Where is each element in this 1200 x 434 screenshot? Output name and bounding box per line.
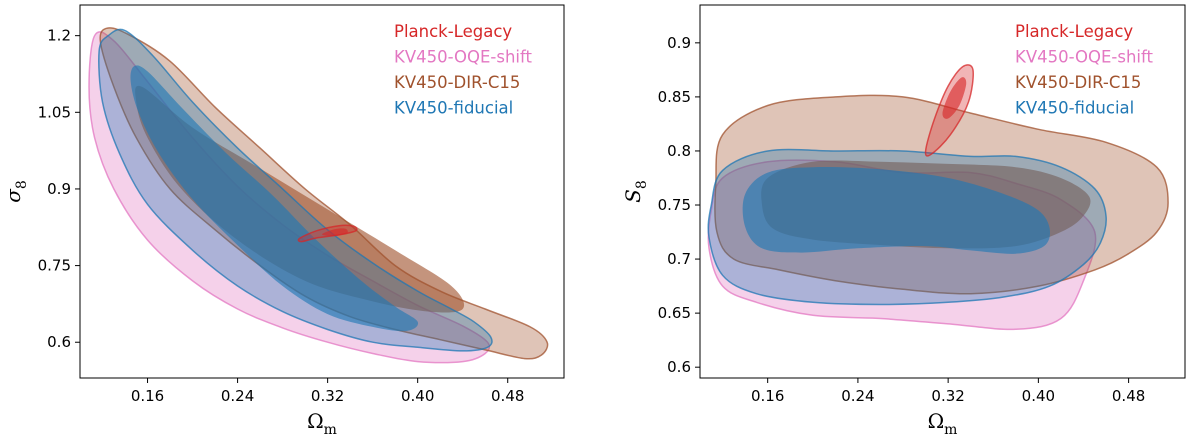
legend-entry-kv450-oqe-shift: KV450-OQE-shift [394, 48, 533, 67]
y-tick-label: 0.75 [658, 196, 691, 214]
legend-entry-kv450-fiducial: KV450-fiducial [1015, 99, 1134, 118]
y-axis-label: S8 [621, 180, 650, 203]
y-tick-label: 0.75 [38, 257, 71, 275]
x-axis-label-main: Ω [307, 409, 324, 433]
x-tick-label: 0.16 [131, 387, 164, 405]
y-tick-label: 0.7 [667, 250, 691, 268]
axes-frame [699, 4, 1186, 379]
x-axis-label-sub: m [324, 422, 337, 434]
x-tick-label: 0.16 [751, 387, 784, 405]
y-tick-label: 1.2 [47, 27, 71, 45]
planck-legacy-inner-contour [942, 77, 967, 119]
y-tick-label: 0.9 [47, 180, 71, 198]
kv450-fiducial-outer-contour [98, 28, 493, 352]
x-tick-label: 0.40 [1022, 387, 1055, 405]
y-axis-label-sub: 8 [14, 180, 30, 189]
x-axis-label: Ωm [307, 409, 337, 434]
planck-legacy-inner-contour [321, 228, 348, 237]
x-axis-label: Ωm [928, 409, 958, 434]
x-tick-label: 0.48 [491, 387, 524, 405]
y-tick-label: 0.6 [667, 358, 691, 376]
legend-entry-kv450-dir-c15: KV450-DIR-C15 [1015, 73, 1141, 92]
y-tick-label: 0.85 [658, 88, 691, 106]
y-tick-label: 0.9 [667, 34, 691, 52]
axes-frame [79, 4, 565, 379]
x-tick-label: 0.24 [221, 387, 254, 405]
kv450-fiducial-inner-contour [742, 167, 1051, 254]
legend-entry-kv450-dir-c15: KV450-DIR-C15 [394, 73, 520, 92]
legend-entry-kv450-oqe-shift: KV450-OQE-shift [1015, 48, 1154, 67]
kv450-dir-c15-inner-contour [135, 85, 465, 313]
y-axis-label-sub: 8 [634, 180, 650, 189]
kv450-fiducial-inner-contour [130, 65, 419, 332]
x-tick-label: 0.24 [841, 387, 874, 405]
x-axis-label-main: Ω [928, 409, 945, 433]
x-axis-label-sub: m [944, 422, 957, 434]
plot-area [88, 27, 549, 364]
x-tick-label: 0.32 [931, 387, 964, 405]
legend-entry-kv450-fiducial: KV450-fiducial [394, 99, 513, 118]
y-axis-label-main: S [621, 189, 645, 203]
left-panel: 0.16 0.24 0.32 0.40 0.48 0.6 0.75 0.9 1.05 1.2 Ωm σ… [1, 4, 565, 434]
right-panel: 0.16 0.24 0.32 0.40 0.48 0.6 0.65 0.7 0.75 0.8 0.8… [621, 4, 1186, 434]
plot-area [707, 64, 1169, 331]
y-tick-label: 0.65 [658, 304, 691, 322]
legend-entry-planck-legacy: Planck-Legacy [1015, 22, 1133, 41]
kv450-dir-c15-outer-contour [99, 27, 549, 360]
x-tick-label: 0.32 [311, 387, 344, 405]
y-tick-label: 0.6 [47, 333, 71, 351]
y-tick-label: 1.05 [38, 103, 71, 121]
y-axis-label-main: σ [1, 188, 25, 203]
x-tick-label: 0.48 [1112, 387, 1145, 405]
x-tick-label: 0.40 [401, 387, 434, 405]
y-tick-label: 0.8 [667, 142, 691, 160]
y-axis-label: σ8 [1, 180, 30, 203]
legend-entry-planck-legacy: Planck-Legacy [394, 22, 512, 41]
